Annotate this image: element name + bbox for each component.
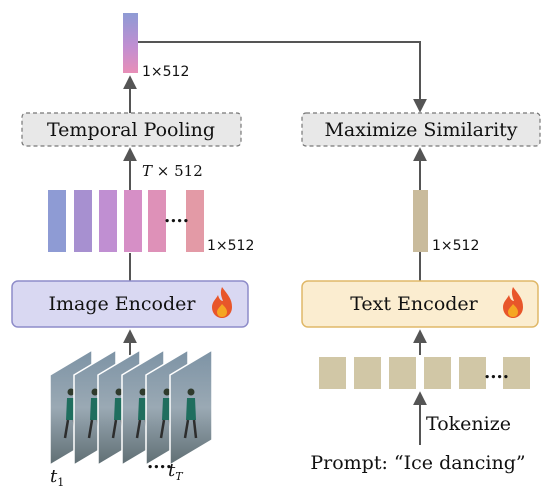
image-encoder-label: Image Encoder [49, 293, 197, 315]
frames-dim-rest: × 512 [152, 162, 203, 180]
frame-feature-vectors [48, 190, 204, 252]
frame-label-first: t1 [50, 466, 64, 489]
frame-feature-bar [74, 190, 92, 252]
token-block [389, 357, 416, 389]
pooled-dim-label: 1×512 [142, 64, 189, 80]
video-frame [169, 348, 213, 467]
text-encoder-box: Text Encoder [301, 280, 539, 328]
token-row [319, 357, 530, 389]
feature-dots: .... [164, 206, 189, 227]
frame-label-last-base: t [168, 460, 176, 481]
token-block [503, 357, 530, 389]
frame-feature-bar [124, 190, 142, 252]
connector-pooled-to-similarity [138, 41, 427, 113]
frame-dots: .... [147, 452, 172, 473]
frame-dim-label: 1×512 [207, 238, 254, 254]
maximize-similarity-box: Maximize Similarity [301, 112, 541, 147]
frame-feature-bar [48, 190, 66, 252]
tokens-dots: .... [484, 362, 509, 383]
token-block [354, 357, 381, 389]
flame-icon [503, 287, 523, 318]
text-dim-label: 1×512 [432, 238, 479, 254]
frame-feature-bar [186, 190, 204, 252]
frames-dim-T: T [142, 162, 153, 180]
prompt-text: Prompt: “Ice dancing” [310, 452, 525, 474]
token-block [424, 357, 451, 389]
video-frame-stack [49, 348, 213, 467]
image-encoder-box: Image Encoder [11, 280, 249, 328]
frame-feature-bar [99, 190, 117, 252]
frames-dim-label: T × 512 [142, 162, 203, 180]
token-block [319, 357, 346, 389]
pooled-feature-vector [123, 13, 138, 73]
frame-label-last-sub: T [175, 470, 184, 483]
tokenize-label: Tokenize [426, 413, 511, 435]
token-block [459, 357, 486, 389]
frame-feature-bar [148, 190, 166, 252]
temporal-pooling-box: Temporal Pooling [21, 112, 242, 147]
text-feature-vector [413, 190, 428, 252]
temporal-pooling-label: Temporal Pooling [47, 119, 215, 141]
flame-icon [212, 287, 232, 318]
frame-label-first-sub: 1 [57, 476, 64, 489]
text-encoder-label: Text Encoder [350, 293, 478, 315]
maximize-similarity-label: Maximize Similarity [324, 119, 517, 141]
frame-label-first-base: t [50, 466, 58, 487]
frame-label-last: tT [168, 460, 184, 483]
